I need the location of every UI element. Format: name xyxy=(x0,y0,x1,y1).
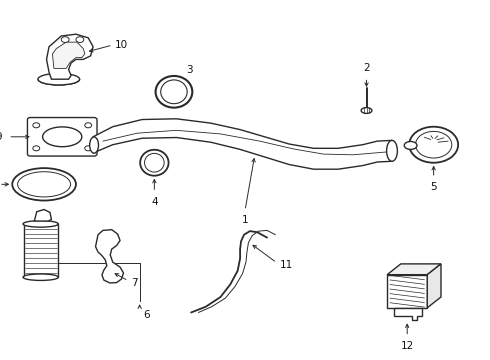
Polygon shape xyxy=(47,34,93,79)
FancyBboxPatch shape xyxy=(27,117,97,156)
Polygon shape xyxy=(427,264,441,308)
Polygon shape xyxy=(52,42,85,68)
Text: 1: 1 xyxy=(242,215,248,225)
Polygon shape xyxy=(34,210,51,221)
Ellipse shape xyxy=(90,137,98,153)
Polygon shape xyxy=(394,308,422,320)
Ellipse shape xyxy=(140,150,169,176)
Circle shape xyxy=(85,123,92,128)
Text: 12: 12 xyxy=(400,341,414,351)
Polygon shape xyxy=(96,230,123,283)
Circle shape xyxy=(85,146,92,151)
Circle shape xyxy=(409,127,458,163)
Text: 9: 9 xyxy=(0,132,2,142)
Circle shape xyxy=(61,37,69,42)
Circle shape xyxy=(416,131,452,158)
Circle shape xyxy=(76,37,84,42)
Ellipse shape xyxy=(12,168,76,201)
Circle shape xyxy=(33,146,40,151)
Ellipse shape xyxy=(361,108,372,113)
Ellipse shape xyxy=(23,274,58,280)
Text: 4: 4 xyxy=(151,197,158,207)
Ellipse shape xyxy=(145,153,164,172)
Ellipse shape xyxy=(43,127,82,147)
Text: 11: 11 xyxy=(280,260,294,270)
Ellipse shape xyxy=(38,73,79,85)
Ellipse shape xyxy=(18,172,71,197)
Ellipse shape xyxy=(156,76,192,108)
Ellipse shape xyxy=(23,221,58,227)
Ellipse shape xyxy=(161,80,187,104)
Ellipse shape xyxy=(387,140,397,161)
Text: 2: 2 xyxy=(363,63,370,73)
Circle shape xyxy=(33,123,40,128)
Text: 7: 7 xyxy=(131,278,138,288)
Polygon shape xyxy=(24,224,58,277)
Polygon shape xyxy=(387,264,441,275)
Text: 3: 3 xyxy=(186,65,193,75)
Text: 6: 6 xyxy=(144,310,150,320)
Text: 10: 10 xyxy=(115,40,128,50)
Polygon shape xyxy=(93,119,392,169)
Ellipse shape xyxy=(404,141,417,149)
Polygon shape xyxy=(387,275,427,308)
Text: 5: 5 xyxy=(430,182,437,192)
